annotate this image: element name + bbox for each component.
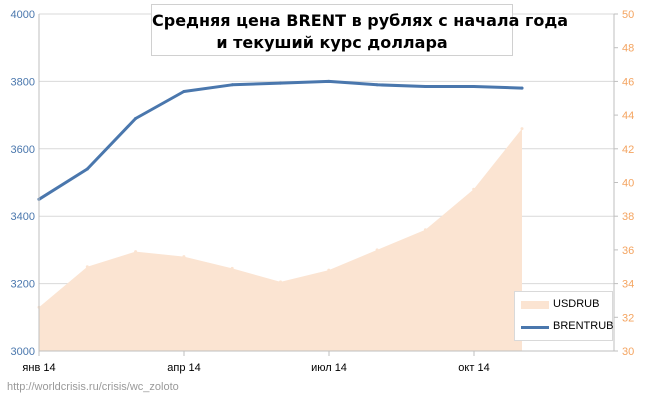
usdrub-point <box>327 268 331 272</box>
chart-title-box: Средняя цена BRENT в рублях с начала год… <box>151 4 569 56</box>
chart-title-line-1: Средняя цена BRENT в рублях с начала год… <box>152 11 569 30</box>
brentrub-point <box>327 79 331 83</box>
usdrub-point <box>423 228 427 232</box>
legend-swatch-brentrub <box>521 326 549 329</box>
usdrub-point <box>182 255 186 259</box>
right-axis-tick-label: 46 <box>622 76 634 88</box>
left-axis-tick-label: 3000 <box>11 346 35 358</box>
x-axis-tick-label: янв 14 <box>22 362 55 374</box>
left-axis-tick-label: 3600 <box>11 144 35 156</box>
usdrub-point <box>85 265 89 269</box>
legend: USDRUB BRENTRUB <box>514 291 614 341</box>
right-axis-tick-label: 50 <box>622 9 634 21</box>
right-axis-tick-label: 42 <box>622 144 634 156</box>
chart-title-line-2: и текуший курс доллара <box>216 33 448 52</box>
brentrub-point <box>375 83 379 87</box>
right-axis-tick-label: 36 <box>622 245 634 257</box>
right-axis-tick-label: 48 <box>622 43 634 55</box>
right-axis-tick-label: 32 <box>622 312 634 324</box>
left-axis-tick-label: 3400 <box>11 211 35 223</box>
left-axis-tick-label: 3800 <box>11 76 35 88</box>
left-axis-tick-label: 3200 <box>11 279 35 291</box>
brentrub-point <box>472 85 476 88</box>
legend-label-usdrub: USDRUB <box>553 298 600 310</box>
usdrub-point <box>134 250 138 254</box>
x-axis-tick-label: окт 14 <box>458 362 489 374</box>
right-axis-tick-label: 44 <box>622 110 634 122</box>
x-axis-tick-label: апр 14 <box>167 362 200 374</box>
tick-labels: 4000 3800 3600 3400 3200 3000 50 48 46 44 42 40 38 36… <box>11 9 635 374</box>
brentrub-point <box>230 83 234 87</box>
brentrub-point <box>182 90 186 93</box>
usdrub-point <box>520 127 524 131</box>
brentrub-point <box>423 85 427 88</box>
right-axis-tick-label: 38 <box>622 211 634 223</box>
legend-label-brentrub: BRENTRUB <box>553 320 614 332</box>
brentrub-point <box>520 86 524 90</box>
left-axis-tick-label: 4000 <box>11 9 35 21</box>
x-axis-tick-label: июл 14 <box>311 362 347 374</box>
usdrub-area <box>39 128 522 351</box>
brentrub-point <box>279 81 282 85</box>
right-axis-tick-label: 34 <box>622 279 634 291</box>
brentrub-line-layer <box>37 79 524 201</box>
usdrub-point <box>230 266 234 270</box>
brentrub-point <box>85 167 89 171</box>
right-axis-tick-label: 30 <box>622 346 634 358</box>
usdrub-point <box>279 280 282 284</box>
brentrub-point <box>134 117 138 120</box>
source-url: http://worldcrisis.ru/crisis/wc_zoloto <box>7 381 179 393</box>
usdrub-point <box>472 187 476 191</box>
usdrub-area-layer <box>37 127 524 351</box>
legend-swatch-usdrub <box>521 301 549 309</box>
usdrub-point <box>375 248 379 252</box>
brentrub-line <box>37 79 524 201</box>
chart-axes <box>38 13 618 356</box>
right-axis-tick-label: 40 <box>622 178 634 190</box>
